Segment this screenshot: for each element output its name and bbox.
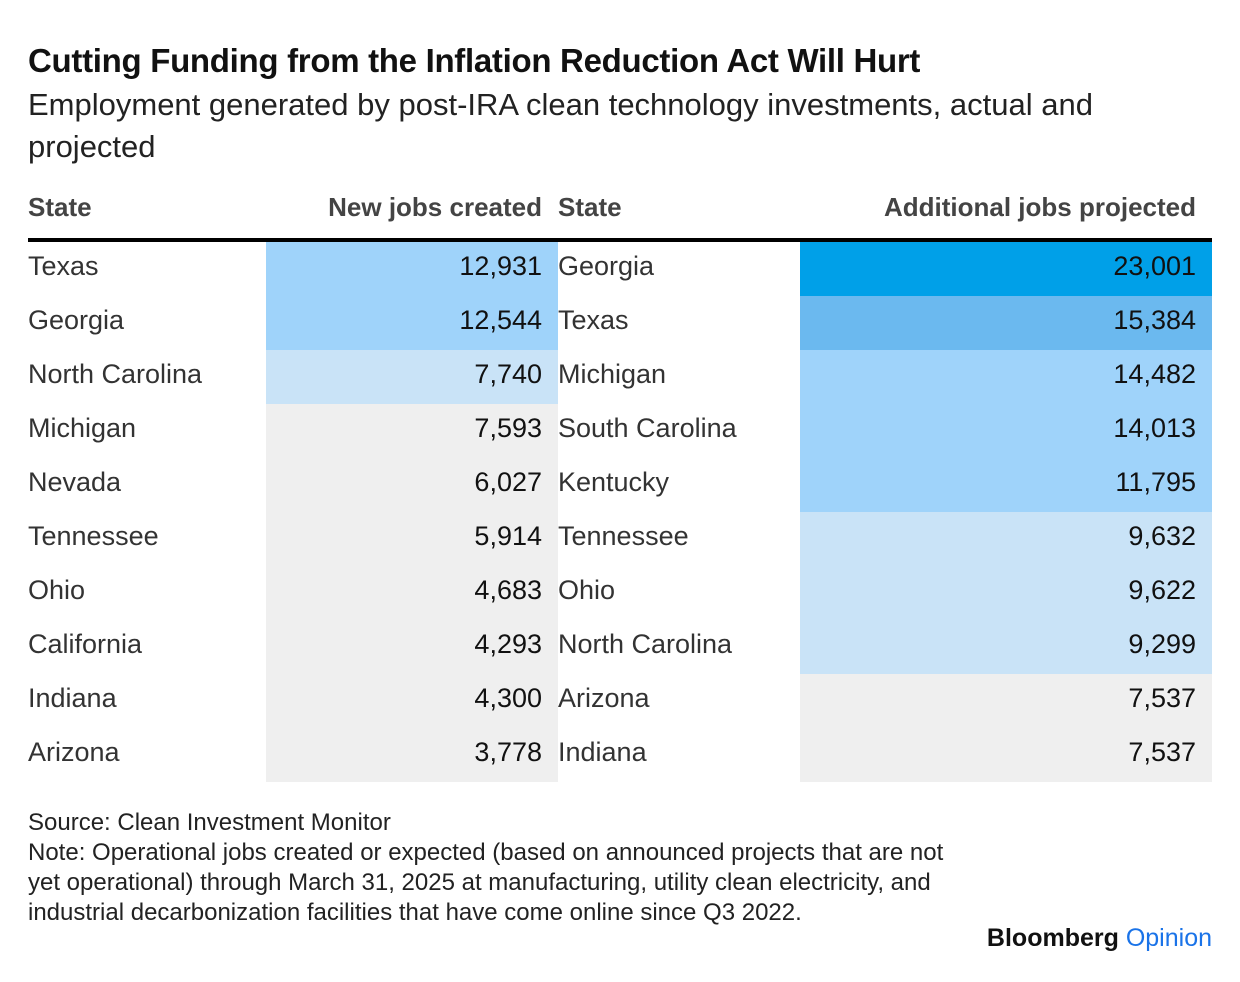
state-left-cell: Indiana [28, 683, 117, 713]
header-rule [28, 238, 1212, 242]
new-jobs-cell: 7,740 [266, 350, 558, 404]
additional-jobs-cell: 9,299 [800, 620, 1212, 674]
state-left-cell: Tennessee [28, 521, 159, 551]
state-left-cell: Michigan [28, 413, 137, 443]
table-header: State New jobs created State Additional … [28, 186, 1212, 238]
state-right-cell: Georgia [558, 251, 655, 281]
new-jobs-cell: 4,293 [266, 620, 558, 674]
table-row: Indiana 4,300 Arizona 7,537 [28, 674, 1212, 728]
state-right-cell: Kentucky [558, 467, 670, 497]
note-text: Note: Operational jobs created or expect… [28, 839, 944, 926]
additional-jobs-cell: 14,013 [800, 404, 1212, 458]
new-jobs-cell: 4,683 [266, 566, 558, 620]
chart-subtitle: Employment generated by post-IRA clean t… [28, 87, 1093, 164]
new-jobs-cell: 12,544 [266, 296, 558, 350]
header-additional-jobs: Additional jobs projected [883, 192, 1196, 222]
new-jobs-cell: 12,931 [266, 242, 558, 296]
table-row: Michigan 7,593 South Carolina 14,013 [28, 404, 1212, 458]
state-right-cell: Arizona [558, 683, 650, 713]
additional-jobs-cell: 9,632 [800, 512, 1212, 566]
state-right-cell: Texas [558, 305, 629, 335]
brand-logo: Bloomberg Opinion [987, 924, 1212, 953]
new-jobs-cell: 3,778 [266, 728, 558, 782]
new-jobs-cell: 6,027 [266, 458, 558, 512]
brand-section: Opinion [1125, 924, 1212, 952]
state-right-cell: Ohio [558, 575, 616, 605]
table-row: Arizona 3,778 Indiana 7,537 [28, 728, 1212, 782]
table-row: Nevada 6,027 Kentucky 11,795 [28, 458, 1212, 512]
state-left-cell: Nevada [28, 467, 122, 497]
state-left-cell: North Carolina [28, 359, 203, 389]
state-left-cell: Ohio [28, 575, 86, 605]
state-right-cell: Indiana [558, 737, 647, 767]
table-row: Georgia 12,544 Texas 15,384 [28, 296, 1212, 350]
footer: Source: Clean Investment Monitor Note: O… [28, 808, 978, 928]
additional-jobs-cell: 7,537 [800, 674, 1212, 728]
table-row: California 4,293 North Carolina 9,299 [28, 620, 1212, 674]
state-left-cell: California [28, 629, 143, 659]
additional-jobs-cell: 11,795 [800, 458, 1212, 512]
header-new-jobs: New jobs created [328, 192, 542, 222]
additional-jobs-cell: 7,537 [800, 728, 1212, 782]
table-row: North Carolina 7,740 Michigan 14,482 [28, 350, 1212, 404]
state-left-cell: Georgia [28, 305, 125, 335]
table-row: Ohio 4,683 Ohio 9,622 [28, 566, 1212, 620]
additional-jobs-cell: 9,622 [800, 566, 1212, 620]
state-right-cell: Tennessee [558, 521, 689, 551]
data-table: Texas 12,931 Georgia 23,001 Georgia 12,544 Tex… [28, 242, 1212, 782]
brand-name: Bloomberg [986, 924, 1119, 952]
state-right-cell: North Carolina [558, 629, 733, 659]
state-right-cell: Michigan [558, 359, 667, 389]
additional-jobs-cell: 14,482 [800, 350, 1212, 404]
state-left-cell: Arizona [28, 737, 120, 767]
state-left-cell: Texas [28, 251, 99, 281]
chart-title: Cutting Funding from the Inflation Reduc… [28, 42, 921, 79]
table-row: Tennessee 5,914 Tennessee 9,632 [28, 512, 1212, 566]
new-jobs-cell: 4,300 [266, 674, 558, 728]
state-right-cell: South Carolina [558, 413, 737, 443]
additional-jobs-cell: 15,384 [800, 296, 1212, 350]
header-state-left: State [28, 192, 92, 222]
new-jobs-cell: 5,914 [266, 512, 558, 566]
additional-jobs-cell: 23,001 [800, 242, 1212, 296]
source-text: Source: Clean Investment Monitor [28, 809, 391, 836]
header-state-right: State [558, 192, 622, 222]
table-row: Texas 12,931 Georgia 23,001 [28, 242, 1212, 296]
new-jobs-cell: 7,593 [266, 404, 558, 458]
